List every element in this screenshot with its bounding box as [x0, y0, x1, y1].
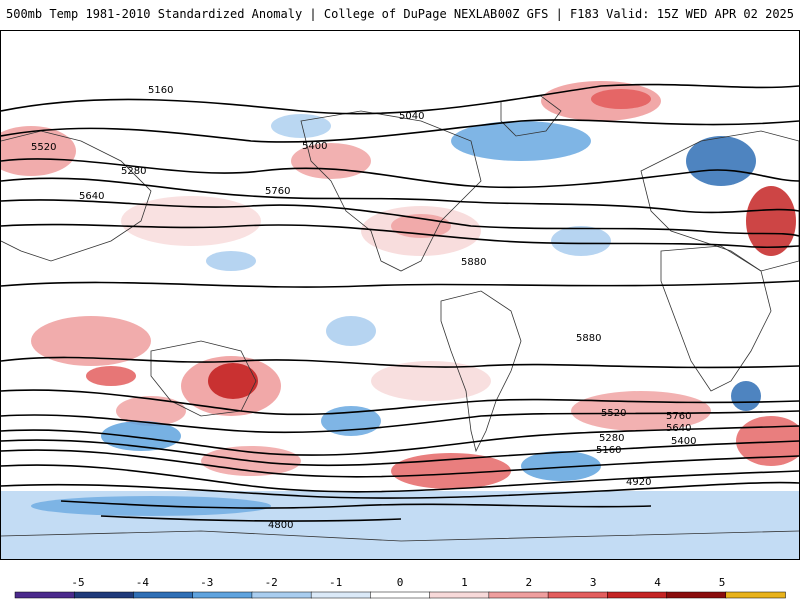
contour-label: 5280 [599, 433, 624, 444]
anomaly-shading [1, 81, 799, 559]
colorbar-tick-label: -4 [136, 576, 150, 589]
colorbar-segment [192, 591, 253, 599]
contour-label: 5040 [399, 111, 424, 122]
contour-label: 5760 [265, 186, 290, 197]
colorbar-segments [14, 591, 786, 599]
colorbar-segment [666, 591, 727, 599]
colorbar-segment [310, 591, 372, 599]
colorbar-segment [547, 591, 609, 599]
colorbar-segment [14, 591, 75, 599]
colorbar-segment [73, 591, 135, 599]
contour-label: 5400 [302, 141, 327, 152]
map-title: 500mb Temp 1981-2010 Standardized Anomal… [6, 7, 498, 21]
contour-label: 4800 [268, 520, 293, 531]
colorbar-tick-label: 1 [461, 576, 468, 589]
contour-label: 5160 [596, 445, 621, 456]
colorbar-tick-label: 2 [525, 576, 532, 589]
contour-label: 5280 [121, 166, 146, 177]
colorbar-segment [133, 591, 194, 599]
coastlines [1, 95, 799, 542]
contour-label: 5400 [671, 436, 696, 447]
contour-label: 4920 [626, 477, 651, 488]
colorbar-tick-label: 3 [590, 576, 597, 589]
colorbar-segment [488, 591, 549, 599]
colorbar-tick-label: -5 [71, 576, 84, 589]
colorbar-segment [607, 591, 668, 599]
contour-label: 5640 [666, 423, 691, 434]
height-contours [1, 83, 799, 522]
anomaly-map: 5160 5040 5520 5280 5400 5640 5760 5880 … [1, 81, 799, 559]
colorbar-segment [251, 591, 312, 599]
colorbar-segment [725, 591, 786, 599]
colorbar-segment [370, 591, 431, 599]
colorbar-tick-label: 0 [397, 576, 404, 589]
contour-label: 5160 [148, 85, 173, 96]
colorbar-segment [429, 591, 490, 599]
colorbar-tick-label: -3 [200, 576, 213, 589]
colorbar-labels: -5 -4 -3 -2 -1 0 1 2 3 4 5 [71, 576, 725, 589]
colorbar-tick-label: -1 [329, 576, 342, 589]
anomaly-colorbar: -5 -4 -3 -2 -1 0 1 2 3 4 5 [0, 572, 800, 600]
colorbar-tick-label: 4 [654, 576, 661, 589]
contour-labels: 5160 5040 5520 5280 5400 5640 5760 5880 … [31, 85, 696, 531]
contour-label: 5760 [666, 411, 691, 422]
contour-label: 5880 [461, 257, 486, 268]
contour-label: 5520 [31, 142, 56, 153]
model-run-label: 00Z GFS | F183 Valid: 15Z WED APR 02 202… [497, 7, 794, 21]
map-panel: 5160 5040 5520 5280 5400 5640 5760 5880 … [0, 30, 800, 560]
contour-label: 5640 [79, 191, 104, 202]
contour-label: 5520 [601, 408, 626, 419]
header: 500mb Temp 1981-2010 Standardized Anomal… [0, 0, 800, 30]
contour-label: 5880 [576, 333, 601, 344]
colorbar-tick-label: 5 [719, 576, 726, 589]
colorbar-svg: -5 -4 -3 -2 -1 0 1 2 3 4 5 [14, 576, 786, 599]
colorbar-tick-label: -2 [265, 576, 278, 589]
